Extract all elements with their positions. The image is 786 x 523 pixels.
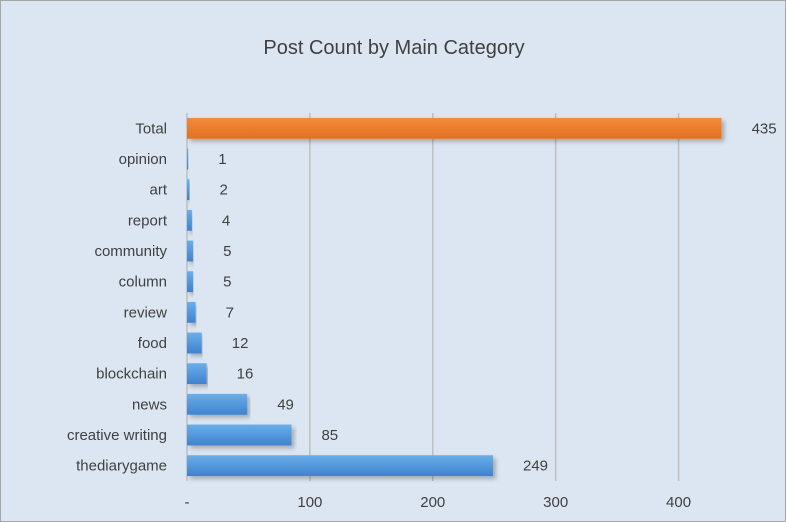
category-label: community [94, 243, 167, 260]
category-label: creative writing [67, 427, 167, 444]
value-label: 85 [321, 427, 338, 444]
category-label: art [149, 182, 167, 199]
x-tick-label: 300 [543, 494, 568, 511]
bar [187, 363, 207, 385]
value-label: 5 [223, 243, 231, 260]
bar [187, 179, 190, 201]
category-label: opinion [119, 151, 167, 168]
value-label: 5 [223, 274, 231, 291]
category-label: Total [135, 120, 167, 137]
value-label: 249 [523, 458, 548, 475]
value-label: 2 [219, 182, 227, 199]
value-label: 7 [226, 304, 234, 321]
category-label: column [119, 274, 167, 291]
value-label: 1 [218, 151, 226, 168]
x-tick-label: 200 [420, 494, 445, 511]
bar [187, 393, 248, 415]
gridlines [186, 113, 680, 481]
bar [187, 271, 194, 293]
value-label: 4 [222, 212, 230, 229]
bar [187, 424, 292, 446]
value-label: 16 [237, 366, 254, 383]
category-label: blockchain [96, 366, 167, 383]
bar [187, 455, 493, 477]
chart-title: Post Count by Main Category [263, 37, 525, 59]
x-tick-label: - [185, 494, 190, 511]
x-tick-label: 400 [666, 494, 691, 511]
bar [187, 301, 196, 323]
bar-total [187, 117, 722, 139]
bar [187, 240, 194, 262]
category-label: news [132, 396, 167, 413]
bars [187, 117, 722, 477]
category-label: thediarygame [76, 458, 167, 475]
category-label: report [128, 212, 168, 229]
value-label: 12 [232, 335, 249, 352]
bar [187, 148, 189, 170]
bar [187, 332, 202, 354]
bar [187, 209, 192, 231]
value-label: 435 [752, 120, 777, 137]
value-label: 49 [277, 396, 294, 413]
category-label: review [124, 304, 168, 321]
labels: - 100 200 300 400 Total 435 opinion 1 art 2 report 4… [67, 120, 777, 511]
x-tick-label: 100 [297, 494, 322, 511]
category-label: food [138, 335, 167, 352]
